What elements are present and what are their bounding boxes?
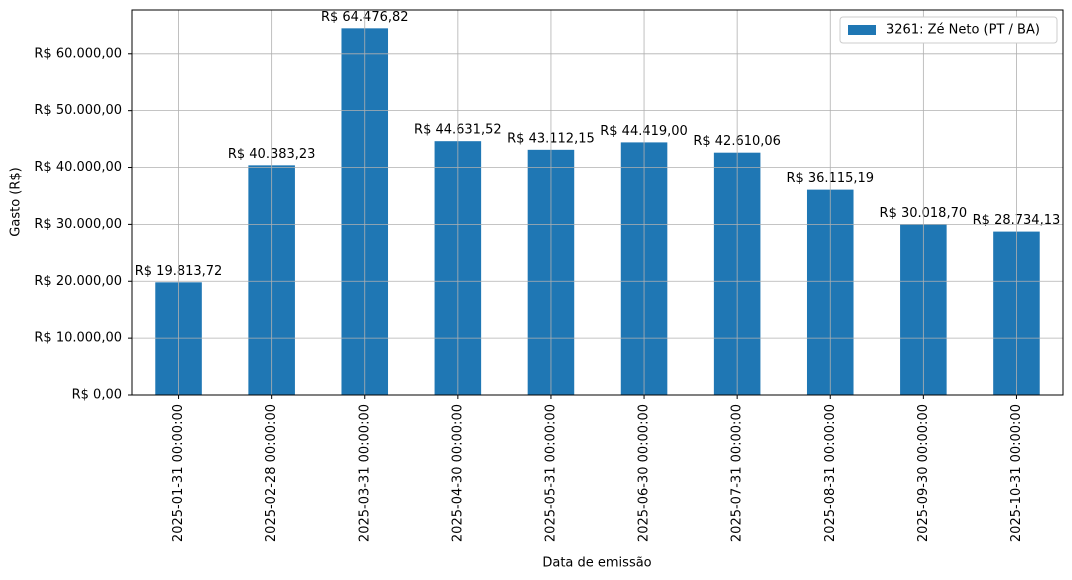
x-tick-label: 2025-08-31 00:00:00 [823,404,838,542]
legend-swatch [848,25,876,35]
y-tick-label: R$ 0,00 [72,388,122,403]
legend-label: 3261: Zé Neto (PT / BA) [886,23,1040,38]
y-tick-label: R$ 50.000,00 [34,103,122,118]
x-tick-label: 2025-02-28 00:00:00 [264,404,279,542]
x-tick-label: 2025-01-31 00:00:00 [171,404,186,542]
y-tick-label: R$ 10.000,00 [34,331,122,346]
x-axis-label: Data de emissão [542,556,651,571]
x-tick-label: 2025-09-30 00:00:00 [916,404,931,542]
y-tick-label: R$ 60.000,00 [34,46,122,61]
x-tick-label: 2025-07-31 00:00:00 [730,404,745,542]
x-tick-label: 2025-10-31 00:00:00 [1009,404,1024,542]
x-tick-label: 2025-05-31 00:00:00 [543,404,558,542]
y-axis-label: Gasto (R$) [9,167,24,236]
x-tick-label: 2025-06-30 00:00:00 [637,404,652,542]
y-tick-label: R$ 30.000,00 [34,217,122,232]
x-tick-label: 2025-04-30 00:00:00 [450,404,465,542]
plot-frame [131,9,1064,396]
y-tick-label: R$ 40.000,00 [34,160,122,175]
x-tick-label: 2025-03-31 00:00:00 [357,404,372,542]
legend-box [839,16,1058,44]
y-tick-label: R$ 20.000,00 [34,274,122,289]
